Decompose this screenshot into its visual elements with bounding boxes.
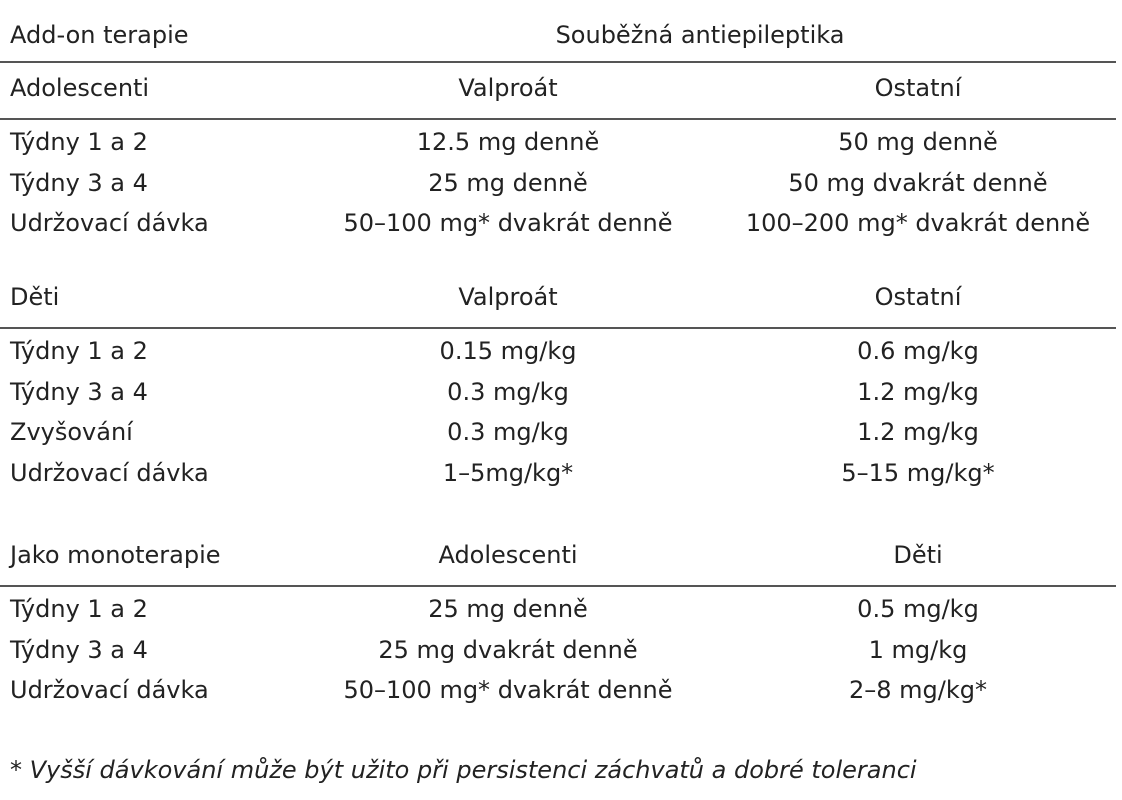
cell: Týdny 1 a 2 xyxy=(10,337,148,365)
cell: Týdny 3 a 4 xyxy=(10,635,148,664)
cell: 50–100 mg* dvakrát denně xyxy=(343,676,673,704)
cell: 100–200 mg* dvakrát denně xyxy=(745,209,1091,237)
column-header: Děti xyxy=(10,283,60,311)
cell: 50–100 mg* dvakrát denně xyxy=(343,209,673,237)
rule xyxy=(0,118,1116,120)
cell: 1.2 mg/kg xyxy=(857,377,979,406)
column-header: Valproát xyxy=(458,283,558,311)
header-label: Add-on terapie xyxy=(10,21,189,49)
cell: Udržovací dávka xyxy=(10,676,209,704)
cell: 0.3 mg/kg xyxy=(447,418,569,446)
column-header: Ostatní xyxy=(874,74,962,102)
cell: 2–8 mg/kg* xyxy=(849,676,987,704)
cell: Týdny 3 a 4 xyxy=(10,168,148,197)
column-header: Jako monoterapie xyxy=(10,541,221,569)
column-header: Adolescenti xyxy=(438,541,578,569)
cell: 0.3 mg/kg xyxy=(447,377,569,406)
cell: Udržovací dávka xyxy=(10,458,209,487)
footnote: * Vyšší dávkování může být užito při per… xyxy=(10,756,917,784)
column-header: Ostatní xyxy=(874,283,962,311)
rule xyxy=(0,585,1116,587)
cell: 25 mg denně xyxy=(428,595,588,623)
cell: 25 mg dvakrát denně xyxy=(378,635,638,664)
header-span: Souběžná antiepileptika xyxy=(555,21,845,49)
cell: Týdny 1 a 2 xyxy=(10,595,148,623)
cell: 1.2 mg/kg xyxy=(857,418,979,446)
cell: Týdny 3 a 4 xyxy=(10,377,148,406)
cell: 50 mg dvakrát denně xyxy=(788,168,1048,197)
cell: 0.5 mg/kg xyxy=(857,595,979,623)
cell: 25 mg denně xyxy=(428,168,588,197)
cell: 5–15 mg/kg* xyxy=(841,458,995,487)
cell: 0.6 mg/kg xyxy=(857,337,979,365)
cell: 0.15 mg/kg xyxy=(439,337,577,365)
cell: Týdny 1 a 2 xyxy=(10,128,148,156)
cell: Zvyšování xyxy=(10,418,133,446)
column-header: Adolescenti xyxy=(10,74,150,102)
column-header: Valproát xyxy=(458,74,558,102)
column-header: Děti xyxy=(893,541,943,569)
rule xyxy=(0,327,1116,329)
cell: 12.5 mg denně xyxy=(416,128,600,156)
rule xyxy=(0,61,1116,63)
cell: Udržovací dávka xyxy=(10,209,209,237)
cell: 50 mg denně xyxy=(838,128,998,156)
cell: 1–5mg/kg* xyxy=(442,458,574,487)
cell: 1 mg/kg xyxy=(868,635,968,664)
